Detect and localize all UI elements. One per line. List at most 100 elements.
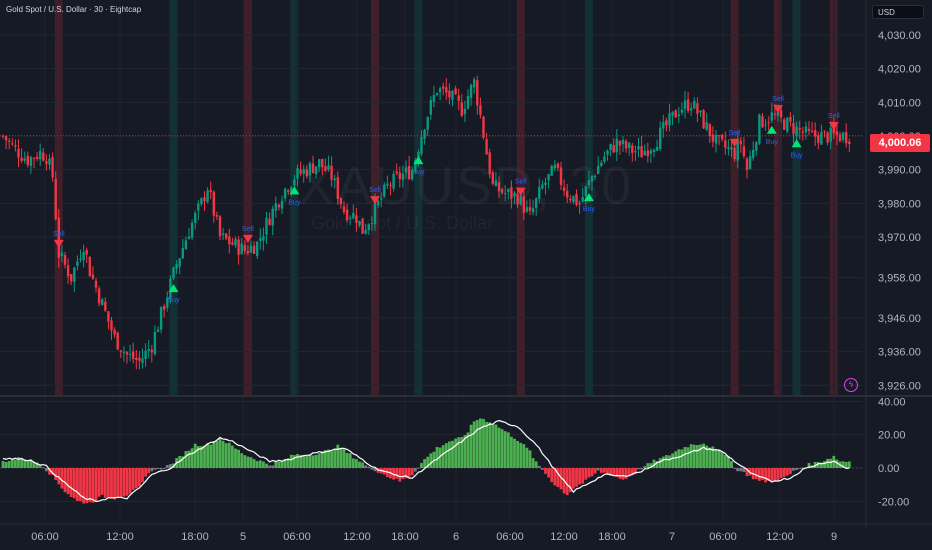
osc-bar <box>813 461 817 468</box>
candle-body <box>212 191 215 216</box>
osc-bar <box>506 432 510 468</box>
osc-bar <box>630 468 634 476</box>
currency-button[interactable]: USD <box>872 5 924 19</box>
sell-label: Sell <box>369 187 381 194</box>
candle-body <box>125 352 129 355</box>
lightning-icon[interactable]: ϟ <box>844 378 858 392</box>
osc-bar <box>398 468 402 482</box>
candle-body <box>206 190 209 202</box>
osc-bar <box>320 451 324 468</box>
osc-bar <box>324 450 327 468</box>
candle-body <box>702 110 705 129</box>
candle-body <box>243 245 246 252</box>
candle-body <box>305 169 308 177</box>
candle-body <box>535 198 538 208</box>
candle-body <box>621 139 625 144</box>
osc-bar <box>503 431 507 468</box>
osc-bar <box>364 465 368 468</box>
osc-bar <box>348 453 352 468</box>
candle-body <box>547 174 550 181</box>
sell-arrow-icon <box>53 239 64 248</box>
osc-bar <box>801 467 805 469</box>
candle-body <box>110 320 113 331</box>
osc-bar <box>283 459 287 468</box>
osc-bar <box>262 461 265 468</box>
osc-bar <box>116 468 120 499</box>
osc-bar <box>138 468 141 487</box>
osc-bar <box>463 435 467 468</box>
osc-bar <box>553 468 557 486</box>
candle-body <box>835 131 839 136</box>
buy-column <box>290 0 299 396</box>
price-tick-label: 3,958.00 <box>878 272 921 284</box>
candle-body <box>367 224 370 230</box>
candle-body <box>215 215 219 217</box>
oscillator-pane <box>1 418 851 504</box>
candle-body <box>327 165 330 170</box>
candle-body <box>361 218 364 234</box>
osc-bar <box>35 462 39 468</box>
candle-body <box>401 173 405 181</box>
sell-column <box>54 0 63 396</box>
candle-body <box>559 167 563 186</box>
candle-body <box>29 157 33 166</box>
candle-body <box>101 299 104 306</box>
candle-body <box>262 235 265 241</box>
candle-body <box>35 156 39 159</box>
candle-body <box>460 102 463 116</box>
osc-bar <box>32 461 36 468</box>
candle-body <box>541 184 544 189</box>
osc-bar <box>280 460 284 468</box>
candle-body <box>259 238 262 241</box>
candle-body <box>438 88 442 93</box>
candle-body <box>469 84 473 98</box>
time-tick-label: 7 <box>669 531 675 543</box>
candle-body <box>544 182 547 185</box>
osc-bar <box>661 456 665 468</box>
candle-body <box>823 130 826 132</box>
osc-bar <box>677 449 681 468</box>
candle-body <box>649 150 653 154</box>
candle-body <box>770 112 773 121</box>
osc-bar <box>779 468 783 479</box>
symbol-title[interactable]: Gold Spot / U.S. Dollar · 30 · Eightcap <box>6 5 142 14</box>
candle-body <box>283 188 287 199</box>
candle-body <box>376 200 380 205</box>
buy-label: Buy <box>766 139 779 146</box>
candle-body <box>178 258 181 267</box>
osc-bar <box>711 446 715 468</box>
osc-bar <box>23 459 27 468</box>
osc-bar <box>125 468 129 496</box>
osc-bar <box>652 459 656 468</box>
osc-bar <box>820 462 823 468</box>
osc-bar <box>203 445 206 468</box>
candle-body <box>57 217 60 258</box>
candle-body <box>426 117 429 130</box>
osc-bar <box>339 448 343 468</box>
osc-bar <box>209 444 213 468</box>
candle-body <box>234 238 237 246</box>
osc-bar <box>699 444 702 468</box>
candle-body <box>389 184 392 186</box>
candle-body <box>277 204 281 208</box>
osc-bar <box>730 460 733 468</box>
osc-bar <box>333 449 337 468</box>
osc-bar <box>252 459 256 468</box>
candle-body <box>197 203 200 211</box>
osc-bar <box>286 458 290 468</box>
candle-body <box>404 167 408 173</box>
osc-bar <box>4 461 8 468</box>
candle-body <box>308 163 312 176</box>
osc-bar <box>482 418 485 468</box>
osc-bar <box>110 468 113 499</box>
osc-bar <box>100 468 104 495</box>
osc-bar <box>215 440 219 468</box>
candle-body <box>271 208 274 226</box>
osc-bar <box>231 445 234 468</box>
candle-body <box>786 117 789 132</box>
osc-bar <box>438 447 442 468</box>
symbol-watermark: XAUUSD, 30 <box>298 156 634 216</box>
osc-bar <box>466 432 470 468</box>
